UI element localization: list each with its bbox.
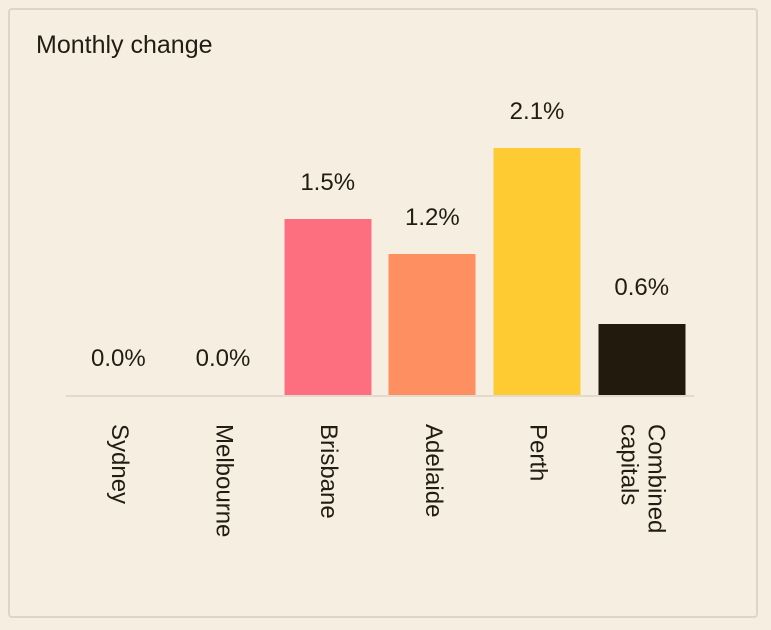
chart-column-brisbane: 1.5%	[275, 95, 380, 395]
chart-column-adelaide: 1.2%	[380, 95, 485, 395]
bar-value-label-adelaide: 1.2%	[405, 204, 460, 231]
chart-column-melbourne: 0.0%	[171, 95, 276, 395]
axis-label-melbourne: Melbourne	[210, 424, 238, 538]
axis-label-perth: Perth	[524, 424, 552, 482]
axis-label-cell-melbourne: Melbourne	[171, 424, 276, 614]
chart-column-perth: 2.1%	[485, 95, 590, 395]
x-axis-line	[66, 395, 694, 397]
axis-label-adelaide: Adelaide	[419, 424, 447, 518]
axis-label-cell-sydney: Sydney	[66, 424, 171, 614]
axis-label-cell-perth: Perth	[485, 424, 590, 614]
axis-label-cell-combined-capitals: Combined capitals	[589, 424, 694, 614]
axis-label-sydney: Sydney	[105, 424, 133, 505]
chart-column-combined-capitals: 0.6%	[589, 95, 694, 395]
bar-value-label-perth: 2.1%	[509, 98, 565, 125]
axis-label-combined-capitals: Combined capitals	[615, 424, 670, 534]
bar-combined-capitals	[598, 324, 686, 395]
bar-value-label-brisbane: 1.5%	[300, 169, 356, 196]
bar-perth	[493, 148, 581, 395]
card-border	[8, 8, 758, 618]
bar-value-label-combined-capitals: 0.6%	[614, 274, 670, 301]
axis-label-brisbane: Brisbane	[315, 424, 343, 519]
bar-value-label-melbourne: 0.0%	[195, 345, 251, 372]
bar-brisbane	[284, 219, 372, 395]
axis-label-cell-brisbane: Brisbane	[275, 424, 380, 614]
bar-value-label-sydney: 0.0%	[90, 345, 146, 372]
axis-labels: Sydney Melbourne Brisbane Adelaide Perth Comb…	[66, 424, 694, 614]
axis-label-cell-adelaide: Adelaide	[380, 424, 485, 614]
chart-column-sydney: 0.0%	[66, 95, 171, 395]
chart-columns: 0.0% 0.0% 1.5% 1.2% 2.1% 0.6%	[66, 95, 694, 395]
bar-adelaide	[388, 254, 476, 395]
chart-title: Monthly change	[36, 31, 213, 59]
